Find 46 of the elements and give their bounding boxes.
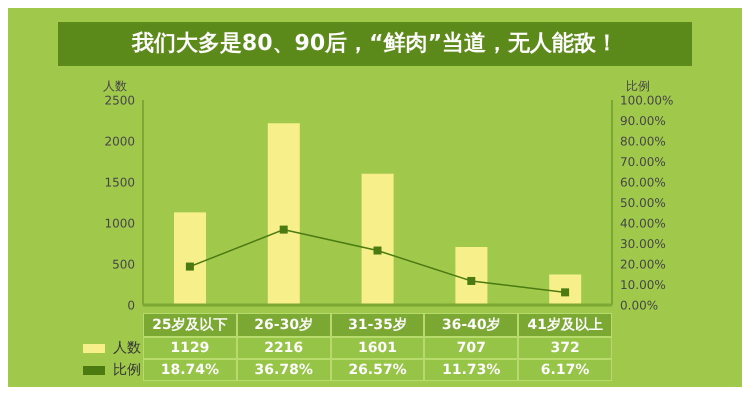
y2-tick-label: 80.00%	[620, 134, 666, 148]
chart-title: 我们大多是80、90后，“鲜肉”当道，无人能敌！	[58, 22, 692, 66]
x-tick-label: 25岁及以下	[143, 313, 237, 337]
bar	[174, 212, 206, 305]
legend-label: 比例	[112, 361, 142, 380]
x-tick-label: 41岁及以上	[518, 313, 612, 337]
data-label: 2216	[236, 337, 331, 359]
point	[186, 262, 194, 271]
legend-label: 人数	[112, 339, 142, 358]
bar	[549, 274, 582, 305]
y2-tick-label: 50.00%	[620, 196, 666, 210]
x-tick-label: 31-35岁	[330, 313, 424, 337]
y-tick-label: 2500	[104, 93, 135, 108]
bar	[455, 247, 488, 305]
y2-tick-label: 10.00%	[620, 278, 666, 292]
data-label: 36.78%	[236, 359, 331, 381]
y-axis-title: 人数	[103, 78, 127, 95]
data-label: 18.74%	[143, 359, 237, 381]
data-label: 26.57%	[330, 359, 424, 381]
data-label: 11.73%	[424, 359, 518, 381]
y2-tick-label: 100.00%	[620, 93, 674, 108]
x-tick-label: 36-40岁	[424, 313, 518, 337]
y2-axis-title: 比例	[626, 78, 650, 95]
data-label: 372	[518, 337, 612, 359]
point	[374, 246, 382, 255]
y-tick-label: 0	[127, 298, 135, 312]
y2-tick-label: 90.00%	[620, 114, 666, 128]
y-tick-label: 500	[112, 257, 135, 272]
y2-tick-label: 30.00%	[620, 236, 666, 251]
data-label: 707	[424, 337, 518, 359]
y2-tick-label: 0.00%	[620, 298, 658, 312]
y-tick-label: 2000	[104, 134, 135, 148]
y-tick-label: 1500	[104, 175, 135, 190]
data-label: 6.17%	[518, 359, 612, 381]
data-label: 1601	[330, 337, 424, 359]
point	[280, 226, 288, 234]
bar	[268, 123, 300, 305]
y-tick-label: 1000	[104, 216, 135, 230]
y2-tick-label: 20.00%	[620, 257, 666, 272]
y2-tick-label: 40.00%	[620, 216, 666, 230]
point	[467, 276, 476, 285]
y2-tick-label: 70.00%	[620, 154, 666, 169]
bar	[362, 174, 394, 305]
y2-tick-label: 60.00%	[620, 175, 666, 190]
data-label: 1129	[143, 337, 237, 359]
x-tick-label: 26-30岁	[236, 313, 331, 337]
